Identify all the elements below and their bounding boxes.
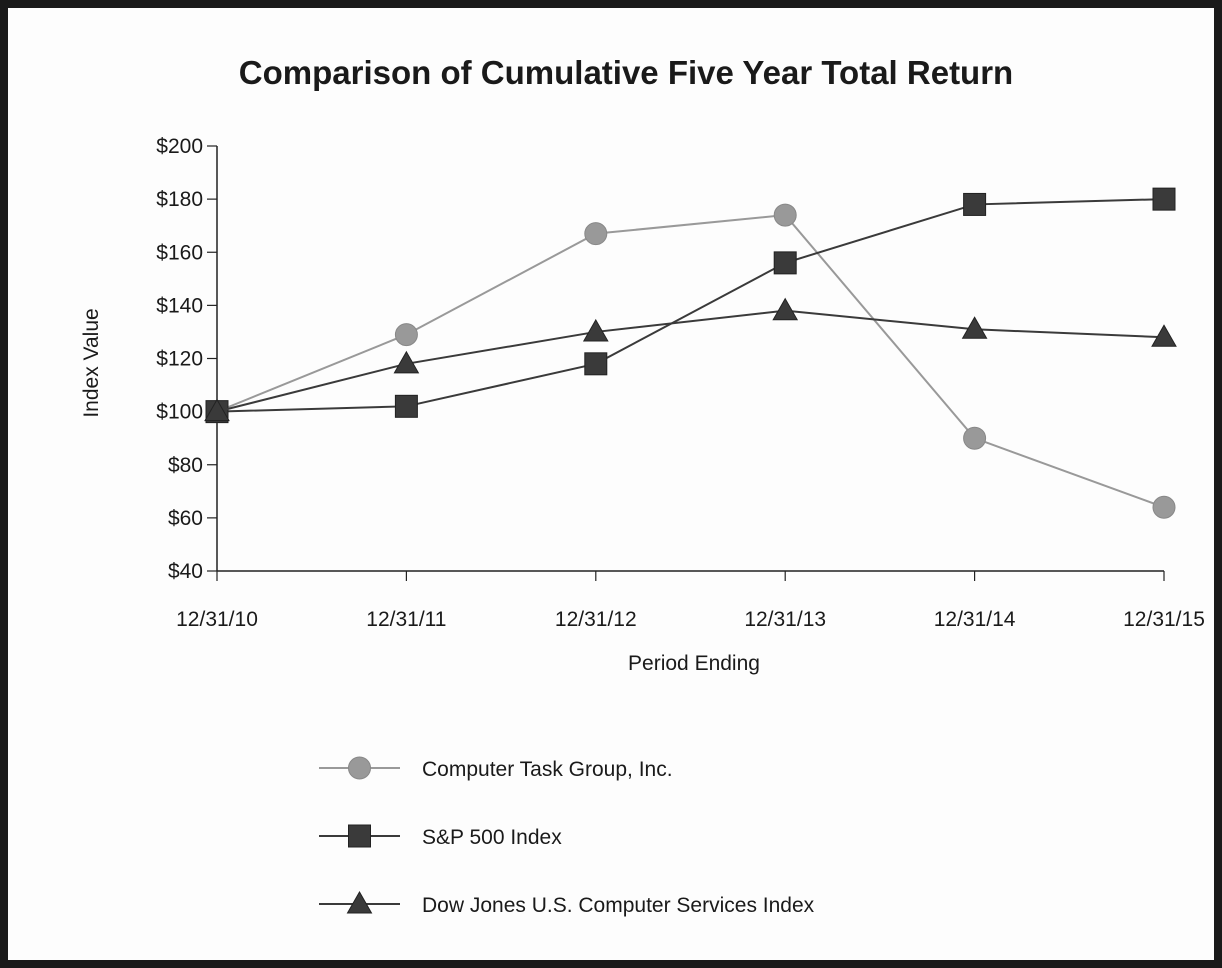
data-point-circle: [1152, 495, 1176, 519]
tick-labels: $200 $180 $160 $140 $120 $100 $80 $60 $40 12/31/1…: [156, 135, 1205, 631]
legend: Computer Task Group, Inc. S&P 500 Index Do…: [319, 756, 815, 917]
data-point-circle: [394, 323, 418, 347]
y-axis-label: Index Value: [80, 308, 103, 417]
series-line: [216, 309, 1165, 413]
y-tick-label: $120: [156, 348, 203, 371]
chart-canvas: Comparison of Cumulative Five Year Total…: [80, 54, 1205, 917]
x-tick-label: 12/31/12: [555, 608, 637, 631]
data-point-circle: [773, 203, 797, 227]
data-point-square: [773, 251, 797, 275]
y-tick-label: $180: [156, 188, 203, 211]
x-tick-label: 12/31/14: [934, 608, 1016, 631]
legend-item: S&P 500 Index: [319, 824, 562, 849]
x-axis-label: Period Ending: [628, 652, 760, 675]
legend-label: S&P 500 Index: [422, 826, 562, 849]
series-circle: [205, 203, 1176, 519]
data-point-triangle: [772, 297, 799, 321]
data-point-circle: [584, 222, 608, 246]
series-layer: [204, 187, 1177, 519]
y-tick-label: $80: [168, 454, 203, 477]
y-tick-label: $100: [156, 401, 203, 424]
y-tick-label: $60: [168, 507, 203, 530]
series-square: [205, 187, 1176, 424]
legend-marker-circle: [348, 756, 371, 780]
axes: [207, 145, 1165, 581]
y-tick-label: $140: [156, 294, 203, 317]
data-point-square: [584, 352, 608, 376]
data-point-triangle: [393, 350, 420, 374]
x-tick-label: 12/31/10: [176, 608, 258, 631]
data-point-square: [1152, 187, 1176, 211]
legend-marker-square: [348, 824, 371, 848]
x-tick-label: 12/31/13: [744, 608, 826, 631]
y-tick-label: $200: [156, 135, 203, 158]
series-line: [216, 198, 1165, 413]
series-triangle: [204, 297, 1177, 422]
data-point-triangle: [1151, 324, 1177, 347]
data-point-square: [394, 394, 418, 418]
data-point-square: [963, 192, 987, 216]
data-point-circle: [963, 426, 987, 450]
legend-marker-triangle: [346, 890, 373, 914]
data-point-triangle: [204, 398, 230, 422]
chart-title: Comparison of Cumulative Five Year Total…: [239, 54, 1013, 91]
y-tick-label: $40: [168, 560, 203, 583]
data-point-triangle: [582, 318, 609, 342]
data-point-triangle: [961, 316, 988, 339]
legend-item: Dow Jones U.S. Computer Services Index: [319, 890, 815, 917]
legend-label: Dow Jones U.S. Computer Services Index: [422, 894, 815, 917]
legend-label: Computer Task Group, Inc.: [422, 758, 673, 781]
y-tick-label: $160: [156, 241, 203, 264]
x-tick-label: 12/31/11: [366, 608, 446, 631]
x-tick-label: 12/31/15: [1123, 608, 1205, 631]
series-line: [216, 214, 1165, 509]
legend-item: Computer Task Group, Inc.: [319, 756, 673, 781]
